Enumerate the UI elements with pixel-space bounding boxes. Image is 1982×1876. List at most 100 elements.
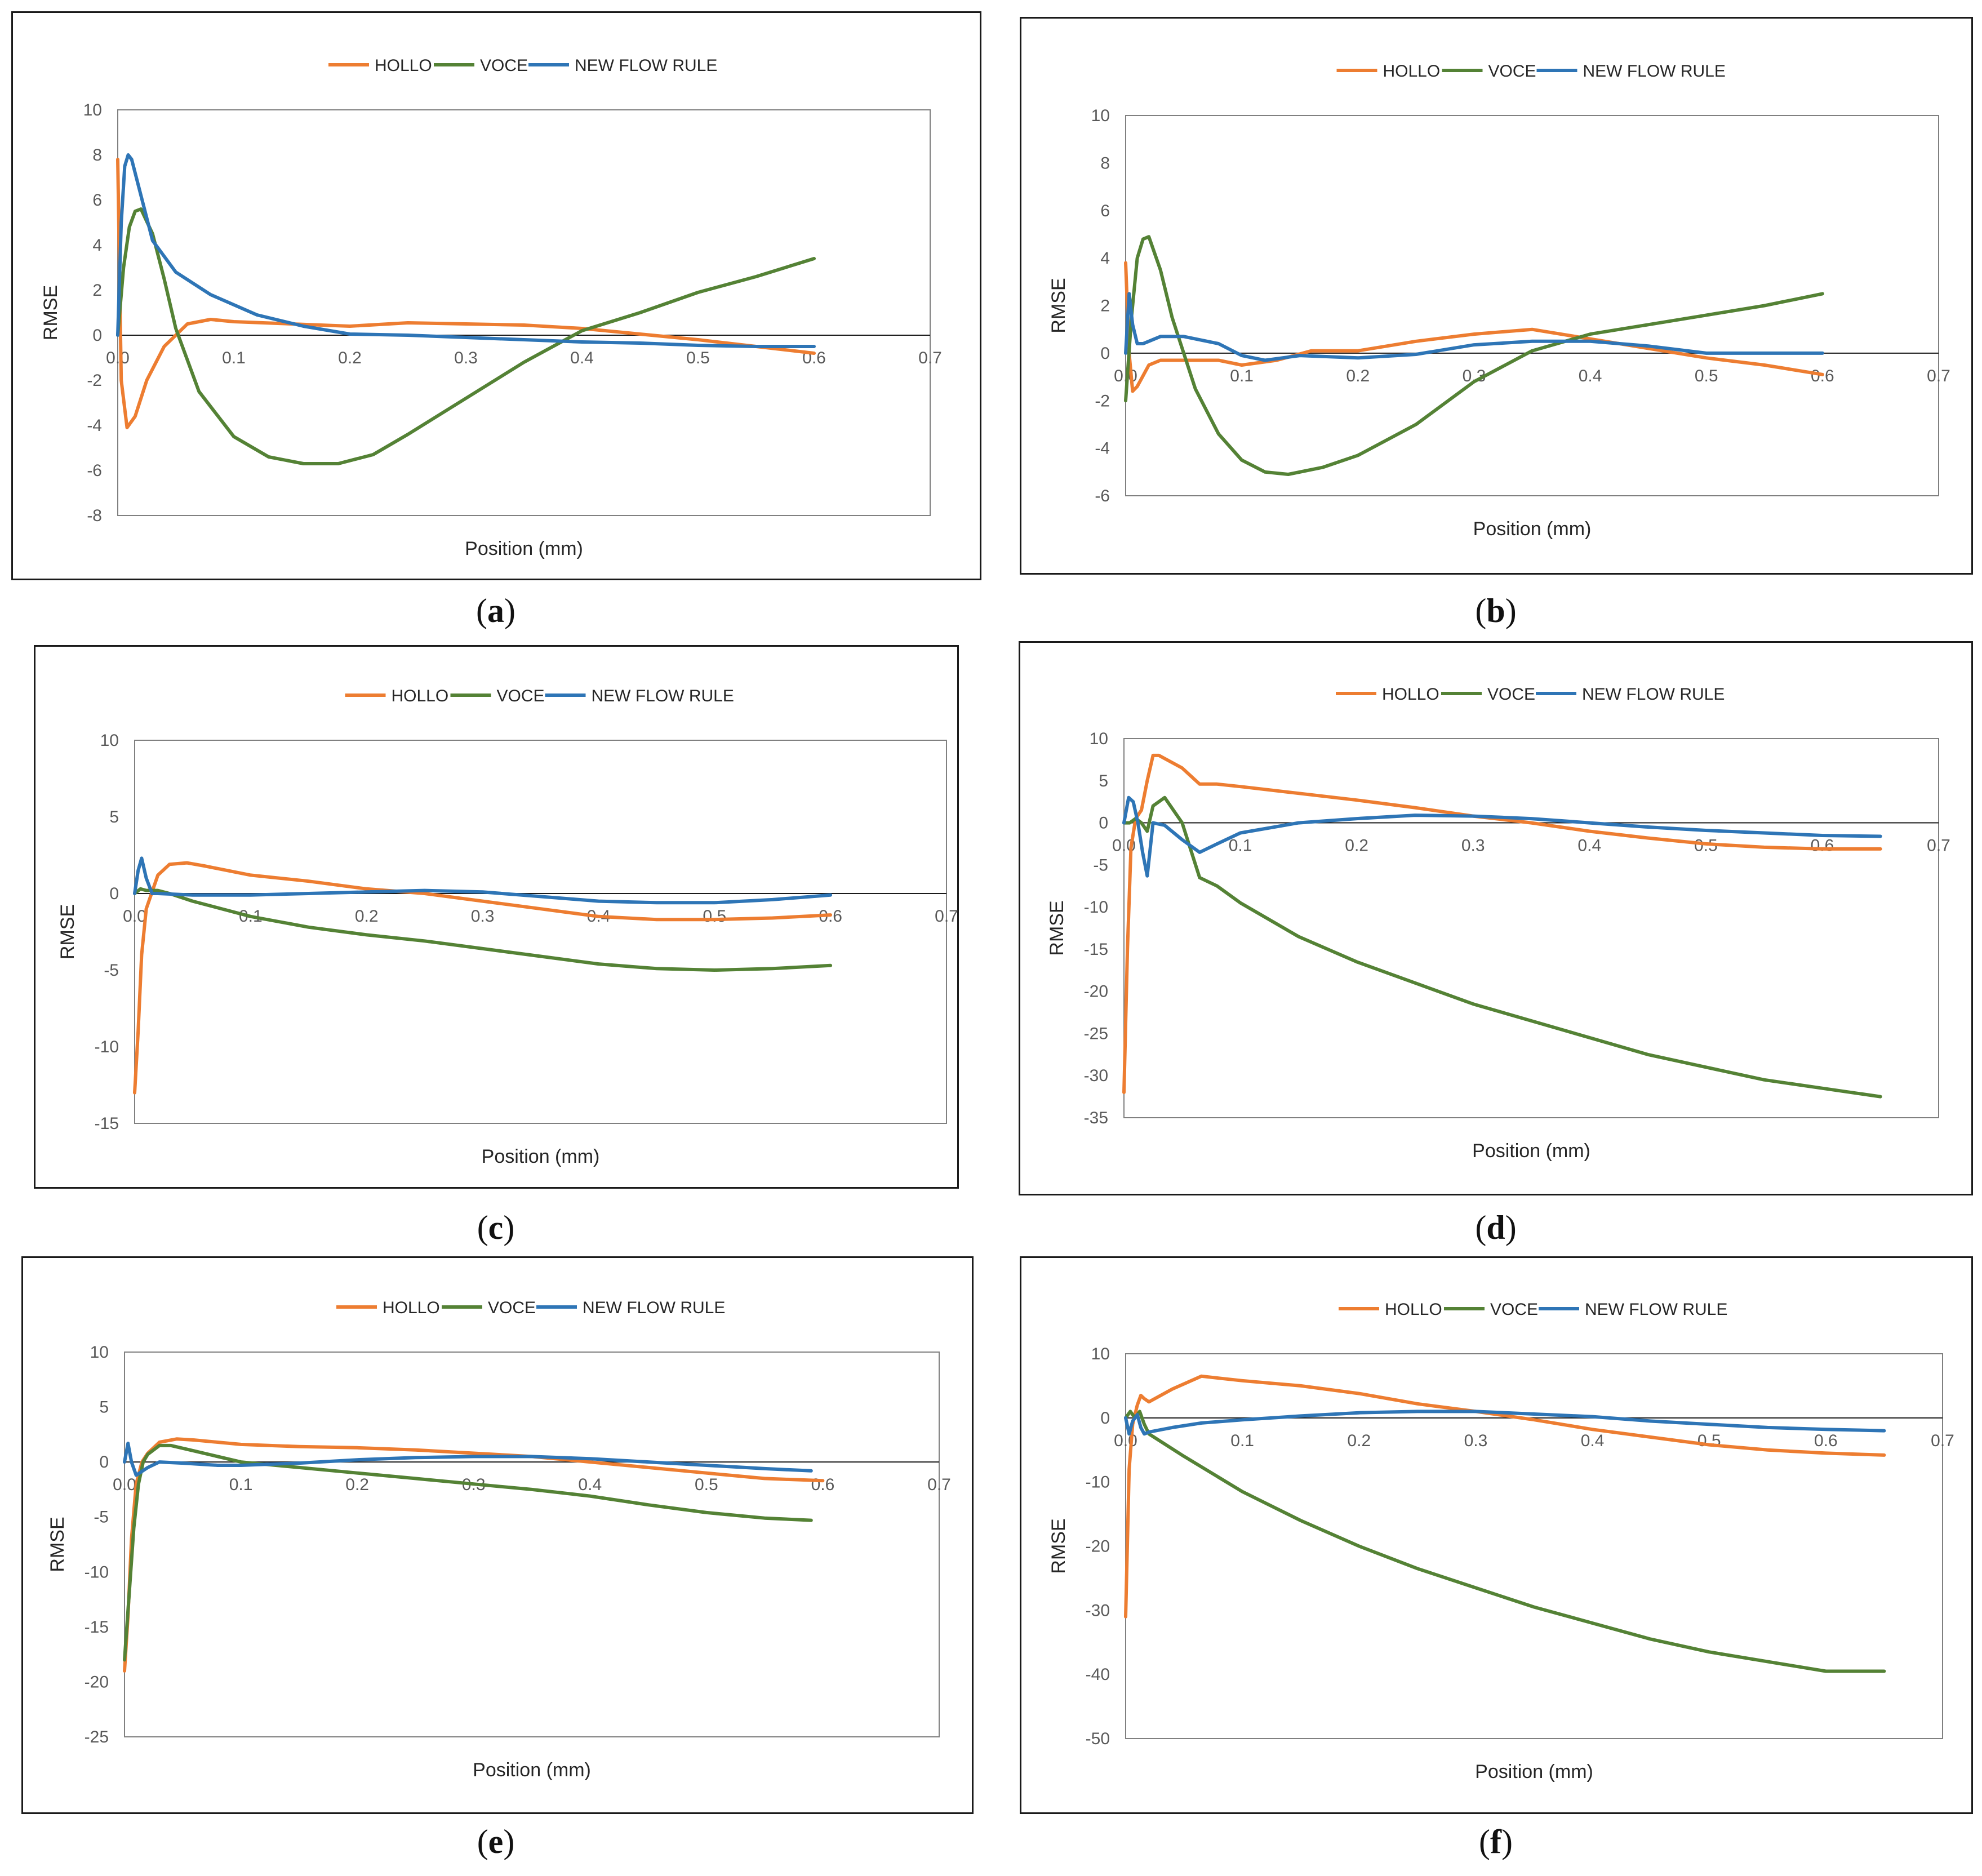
caption-b-label: b [1486,592,1505,629]
y-axis-title: RMSE [1048,1518,1069,1573]
y-tick-label: -20 [85,1673,109,1691]
caption-b: (b) [1475,592,1517,629]
chart-panel-b: -6 -4 -2 0 2 4 6 8 10 0.0 0.1 0.2 0.3 0.4 0.5 0.6 0.7 HOL… [1020,17,1973,575]
series-line-new-flow-rule [1124,292,1824,362]
x-tick-label: 0.7 [918,349,942,367]
chart-panel-d: -35 -30 -25 -20 -15 -10 -5 0 5 10 0.0 0.1 0.2 0.3 0.4 0… [1019,641,1973,1195]
y-tick-label: 2 [1100,297,1110,315]
series-line-voce [116,207,816,465]
plot-area-b [1125,115,1939,496]
x-tick-label: 0.2 [1345,837,1368,855]
y-tick-label: 10 [1091,106,1110,125]
series-line-hollo [123,1437,825,1673]
caption-a-label: a [487,592,504,629]
chart-panel-e: -25 -20 -15 -10 -5 0 5 10 0.0 0.1 0.2 0.3 0.4 0.5 0.6 0… [21,1256,974,1814]
caption-e: (e) [477,1823,515,1860]
x-tick-label: 0.5 [686,349,710,367]
x-tick-label: 0.0 [1114,1432,1137,1450]
x-tick-label: 0.1 [222,349,246,367]
plot-area-a [117,109,931,516]
x-axis-title: Position (mm) [1472,1140,1590,1162]
series-line-voce [1124,235,1824,476]
legend-c: HOLLO VOCE NEW FLOW RULE [345,687,734,705]
x-tick-label: 0.0 [106,349,130,367]
y-tick-label: 10 [100,731,119,750]
legend-label-new-flow-rule: NEW FLOW RULE [583,1299,725,1317]
y-tick-label: 6 [92,191,102,210]
x-axis-title: Position (mm) [473,1759,591,1781]
caption-e-label: e [488,1823,504,1860]
y-tick-label: -6 [1095,487,1110,505]
plot-area-d [1123,738,1939,1118]
plot-area-e [124,1352,940,1737]
legend-label-voce: VOCE [488,1299,536,1317]
legend-label-hollo: HOLLO [375,56,432,75]
x-tick-label: 0.1 [1229,837,1252,855]
series-line-new-flow-rule [1122,795,1882,878]
y-tick-label: 0 [92,326,102,345]
y-axis-title: RMSE [1046,900,1068,955]
y-tick-label: -25 [85,1728,109,1746]
y-tick-label: 2 [92,281,102,300]
series-line-voce [1124,1410,1886,1673]
x-tick-label: 0.2 [338,349,362,367]
legend-a: HOLLO VOCE NEW FLOW RULE [328,56,717,75]
x-tick-label: 0.7 [1927,837,1950,855]
legend-d: HOLLO VOCE NEW FLOW RULE [1336,685,1725,704]
y-tick-label: -35 [1084,1109,1108,1127]
caption-d: (d) [1475,1209,1517,1246]
x-tick-label: 0.3 [454,349,478,367]
series-line-new-flow-rule [133,856,833,905]
y-tick-label: -25 [1084,1024,1108,1043]
chart-panel-c: -15 -10 -5 0 5 10 0.0 0.1 0.2 0.3 0.4 0.5 0.6 0.7 HOLL… [34,645,959,1189]
y-tick-label: -2 [87,371,102,390]
y-tick-label: 10 [83,101,102,119]
caption-f-label: f [1490,1823,1501,1860]
x-tick-label: 0.1 [1230,1432,1254,1450]
y-tick-label: -20 [1086,1537,1110,1556]
y-tick-label: 4 [1100,249,1110,268]
y-tick-label: -15 [1084,940,1108,959]
y-tick-label: -10 [95,1038,119,1056]
x-tick-label: 0.5 [695,1475,718,1494]
y-tick-label: 6 [1100,202,1110,220]
x-tick-label: 0.6 [811,1475,835,1494]
x-tick-label: 0.2 [1346,367,1370,385]
caption-c: (c) [477,1209,515,1246]
x-tick-label: 0.2 [345,1475,369,1494]
plot-area-f [1125,1353,1943,1739]
y-axis-title: RMSE [1048,278,1069,333]
x-tick-label: 0.7 [935,907,958,926]
x-axis-title: Position (mm) [1475,1761,1593,1782]
y-tick-label: -50 [1086,1730,1110,1748]
y-tick-label: 0 [1099,814,1108,833]
x-tick-label: 0.5 [703,907,726,926]
x-tick-label: 0.7 [1931,1432,1954,1450]
series-line-new-flow-rule [116,153,816,348]
y-tick-label: -4 [1095,439,1110,458]
series-line-hollo [1122,753,1882,1095]
x-tick-label: 0.4 [570,349,594,367]
series-line-voce [133,887,833,972]
chart-panel-f: -50 -40 -30 -20 -10 0 10 0.0 0.1 0.2 0.3 0.4 0.5 0.6 0… [1020,1256,1973,1814]
y-tick-label: -4 [87,416,102,435]
y-tick-label: -8 [87,506,102,525]
x-tick-label: 0.7 [1927,367,1950,385]
series-line-voce [1122,795,1882,1099]
x-axis-title: Position (mm) [1473,518,1592,540]
series-line-hollo [1124,1374,1886,1619]
y-tick-label: -30 [1084,1066,1108,1085]
y-tick-label: 10 [1091,1345,1110,1363]
y-tick-label: -15 [85,1618,109,1637]
legend-label-new-flow-rule: NEW FLOW RULE [1582,685,1725,704]
y-tick-label: 0 [1100,344,1110,363]
x-tick-label: 0.6 [1811,837,1834,855]
y-tick-label: -40 [1086,1665,1110,1684]
legend-label-new-flow-rule: NEW FLOW RULE [575,56,717,75]
x-axis-title: Position (mm) [465,538,583,559]
x-tick-label: 0.4 [1579,367,1602,385]
y-tick-label: 5 [1099,772,1108,790]
